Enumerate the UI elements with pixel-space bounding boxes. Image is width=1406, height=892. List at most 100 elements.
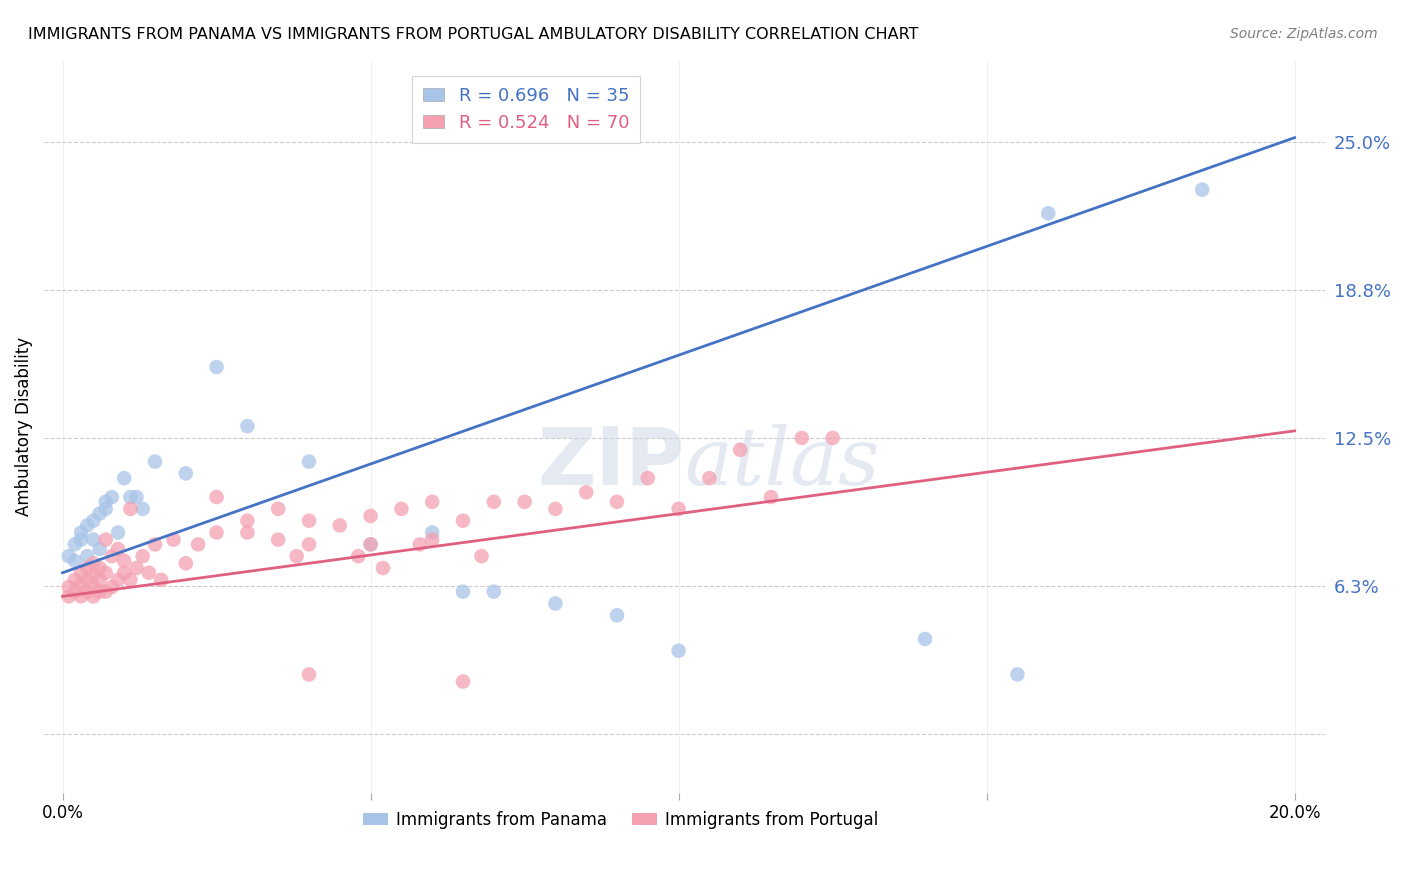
Point <box>699 471 721 485</box>
Point <box>70 577 93 591</box>
Point <box>575 485 598 500</box>
Point <box>187 537 209 551</box>
Text: atlas: atlas <box>685 424 880 501</box>
Point <box>267 533 290 547</box>
Legend: Immigrants from Panama, Immigrants from Portugal: Immigrants from Panama, Immigrants from … <box>356 805 886 836</box>
Point <box>70 566 93 580</box>
Point <box>236 419 259 434</box>
Point <box>82 533 104 547</box>
Point <box>420 495 443 509</box>
Point <box>94 502 117 516</box>
Point <box>76 549 98 564</box>
Point <box>205 525 228 540</box>
Point <box>58 580 80 594</box>
Point <box>76 518 98 533</box>
Point <box>101 490 124 504</box>
Point <box>107 525 129 540</box>
Point <box>360 508 382 523</box>
Point <box>89 573 111 587</box>
Point <box>162 533 184 547</box>
Point <box>420 533 443 547</box>
Point <box>267 502 290 516</box>
Point <box>606 608 628 623</box>
Point <box>63 584 86 599</box>
Point <box>143 454 166 468</box>
Point <box>298 537 321 551</box>
Point <box>451 514 474 528</box>
Point <box>120 573 142 587</box>
Point <box>63 573 86 587</box>
Point <box>76 573 98 587</box>
Point <box>101 549 124 564</box>
Point <box>174 556 197 570</box>
Point <box>298 514 321 528</box>
Point <box>298 454 321 468</box>
Point <box>82 590 104 604</box>
Point <box>76 561 98 575</box>
Point <box>759 490 782 504</box>
Point <box>58 590 80 604</box>
Point <box>150 573 173 587</box>
Point <box>101 580 124 594</box>
Point <box>821 431 844 445</box>
Point <box>482 495 505 509</box>
Point <box>76 584 98 599</box>
Point <box>409 537 432 551</box>
Point <box>89 507 111 521</box>
Point <box>82 514 104 528</box>
Point <box>131 549 153 564</box>
Point <box>347 549 370 564</box>
Point <box>120 490 142 504</box>
Point <box>420 525 443 540</box>
Point <box>112 566 135 580</box>
Point <box>107 542 129 557</box>
Point <box>174 467 197 481</box>
Point <box>94 584 117 599</box>
Point <box>205 359 228 374</box>
Point <box>389 502 412 516</box>
Point <box>70 533 93 547</box>
Point <box>790 431 813 445</box>
Point <box>82 580 104 594</box>
Point <box>94 533 117 547</box>
Point <box>668 644 690 658</box>
Point <box>112 554 135 568</box>
Point <box>451 584 474 599</box>
Point <box>63 554 86 568</box>
Point <box>637 471 659 485</box>
Point <box>58 549 80 564</box>
Point <box>236 514 259 528</box>
Point <box>89 542 111 557</box>
Text: IMMIGRANTS FROM PANAMA VS IMMIGRANTS FROM PORTUGAL AMBULATORY DISABILITY CORRELA: IMMIGRANTS FROM PANAMA VS IMMIGRANTS FRO… <box>28 27 918 42</box>
Point <box>482 584 505 599</box>
Point <box>1038 206 1060 220</box>
Point <box>360 537 382 551</box>
Point <box>298 667 321 681</box>
Point <box>63 537 86 551</box>
Point <box>371 561 394 575</box>
Point <box>236 525 259 540</box>
Point <box>205 490 228 504</box>
Point <box>120 502 142 516</box>
Point <box>107 573 129 587</box>
Point <box>451 674 474 689</box>
Point <box>89 561 111 575</box>
Point <box>82 568 104 582</box>
Point <box>728 442 751 457</box>
Point <box>606 495 628 509</box>
Point <box>143 537 166 551</box>
Point <box>544 597 567 611</box>
Point <box>70 525 93 540</box>
Point <box>360 537 382 551</box>
Point <box>285 549 308 564</box>
Point <box>125 561 148 575</box>
Point <box>513 495 536 509</box>
Point <box>112 471 135 485</box>
Point <box>544 502 567 516</box>
Point <box>70 590 93 604</box>
Point <box>668 502 690 516</box>
Text: ZIP: ZIP <box>537 424 685 502</box>
Text: Source: ZipAtlas.com: Source: ZipAtlas.com <box>1230 27 1378 41</box>
Point <box>125 490 148 504</box>
Point <box>470 549 492 564</box>
